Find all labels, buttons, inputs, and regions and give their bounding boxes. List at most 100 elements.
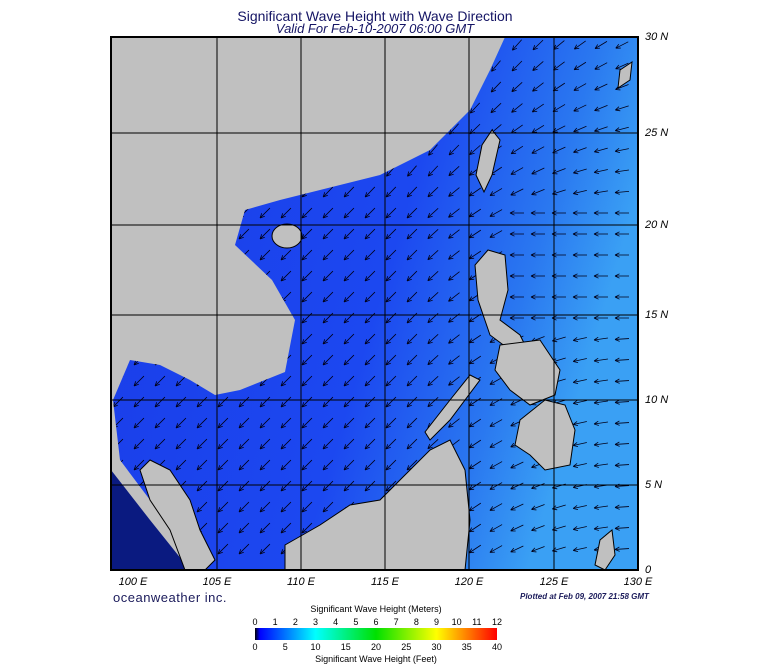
feet-tick: 35 [461,642,472,652]
wave-arrow [510,482,524,490]
lon-label: 120 E [454,576,484,588]
colorbar-title-feet: Significant Wave Height (Feet) [315,654,437,664]
wave-arrow [509,315,524,321]
wave-arrow [614,378,630,384]
wave-arrow [364,375,376,387]
wave-arrow [385,396,397,408]
wave-arrow [322,354,334,366]
wave-arrow [217,396,229,408]
wave-arrow [364,333,376,345]
wave-arrow [614,462,630,468]
wave-arrow [427,165,439,177]
wave-arrow [593,420,608,426]
wave-arrow [532,61,544,71]
wave-arrow [510,145,524,155]
wave-arrow [322,417,334,429]
wave-arrow [573,40,586,50]
wave-arrow [468,250,482,260]
wave-arrow [572,210,587,216]
wave-arrow [469,102,481,114]
wave-arrow [322,186,334,198]
wave-arrow [385,354,397,366]
chart-subtitle: Valid For Feb-10-2007 06:00 GMT [275,21,475,36]
wave-arrow [489,377,503,385]
taiwan-island [475,129,501,194]
wave-arrow [593,169,608,175]
wave-arrow [217,501,229,513]
wave-arrow [175,459,187,471]
wave-arrow [301,291,313,303]
colorbar-title-meters: Significant Wave Height (Meters) [310,604,442,614]
wave-arrow [322,501,334,513]
meters-tick: 11 [472,617,482,627]
wave-arrow [572,315,587,321]
wave-arrow [385,228,397,240]
wave-arrow [406,186,418,198]
wave-arrow [364,417,376,429]
wave-arrow [427,354,439,366]
wave-arrow [301,396,313,408]
wave-arrow [238,459,250,471]
wave-arrow [343,270,355,282]
borneo-island [284,439,471,570]
wave-arrow [343,249,355,261]
wave-arrow [406,249,418,261]
wave-arrow [593,231,608,237]
wave-arrow [301,501,313,513]
wave-arrow [133,417,145,429]
lon-label: 100 E [118,576,148,588]
lat-label: 15 N [645,309,669,321]
wave-arrow [196,438,208,450]
wave-arrow [343,333,355,345]
wave-arrow [280,459,292,471]
wave-arrow [406,417,418,429]
wave-arrow [511,82,523,93]
wave-arrow [280,480,292,492]
wave-arrow [406,396,418,408]
wave-arrow [406,270,418,282]
wave-arrow [511,103,523,113]
wave-arrow [593,189,608,195]
wave-arrow [468,439,482,449]
wave-arrow [175,375,187,387]
wave-arrow [448,144,460,156]
wave-arrow [238,543,250,555]
wave-arrow [614,273,629,279]
wave-arrow [280,207,292,219]
andaman-sea [111,470,190,570]
wave-arrow [593,336,608,342]
wave-arrow [531,525,545,532]
wave-arrow [322,270,334,282]
wave-arrow [572,526,587,532]
wave-arrow [614,126,629,133]
wave-arrow [154,417,166,429]
wave-arrow [280,438,292,450]
wave-arrow [364,480,376,492]
wave-arrow [489,503,503,511]
wave-arrow [448,187,460,197]
wave-arrow [259,249,271,261]
wave-arrow [343,186,355,198]
wave-arrow [593,462,608,468]
wave-arrow [469,145,481,156]
wave-arrow [614,441,630,447]
wave-arrow [238,417,250,429]
wave-arrow [427,375,439,387]
wave-arrow [614,336,630,342]
wave-arrow [301,417,313,429]
wave-arrow [364,207,376,219]
wave-arrow [364,186,376,198]
wave-arrow [468,397,482,407]
wave-arrow [530,210,545,216]
wave-arrow [614,231,629,237]
wave-arrow [573,147,587,154]
wave-arrow [217,543,229,555]
wave-arrow [531,146,545,154]
meters-tick: 7 [393,617,399,627]
wave-arrow [530,273,545,279]
wave-arrow [406,375,418,387]
wave-arrow [614,210,629,216]
wave-arrow [196,459,208,471]
wave-arrow [530,231,545,237]
wave-arrow [593,525,608,531]
